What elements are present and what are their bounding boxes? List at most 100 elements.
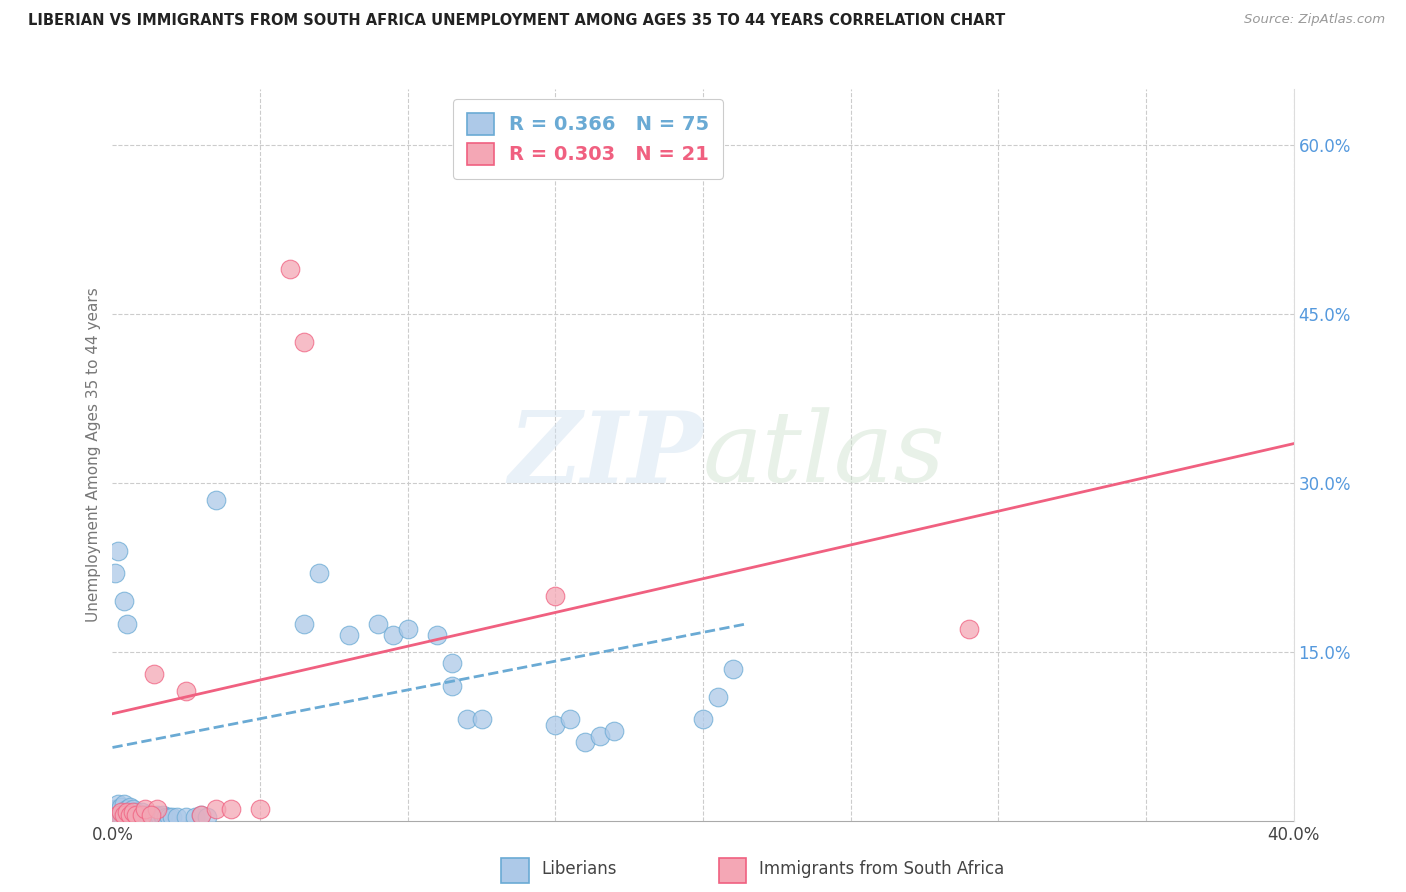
Point	[155, 810, 177, 824]
Point	[125, 805, 148, 819]
Text: Immigrants from South Africa: Immigrants from South Africa	[759, 860, 1004, 878]
Point	[117, 805, 138, 819]
Point	[136, 808, 159, 822]
Point	[166, 810, 188, 824]
Point	[107, 808, 129, 822]
Point	[110, 808, 132, 822]
Point	[190, 808, 212, 822]
Point	[441, 679, 464, 693]
Point	[470, 712, 494, 726]
Point	[110, 810, 132, 824]
Point	[157, 810, 180, 824]
Point	[107, 543, 129, 558]
Point	[122, 802, 145, 816]
Point	[104, 808, 127, 822]
Point	[706, 690, 728, 704]
Point	[122, 805, 145, 819]
Point	[160, 810, 183, 824]
Point	[120, 808, 142, 822]
Point	[110, 805, 132, 819]
Point	[131, 808, 153, 822]
Point	[112, 797, 135, 811]
Point	[603, 723, 626, 738]
Point	[128, 808, 150, 822]
Point	[574, 735, 596, 749]
Point	[146, 810, 169, 824]
Point	[104, 566, 127, 580]
Point	[112, 594, 135, 608]
Point	[117, 810, 138, 824]
Point	[112, 808, 135, 822]
Point	[134, 802, 156, 816]
Point	[382, 628, 405, 642]
Point	[957, 623, 980, 637]
Point	[110, 800, 132, 814]
Point	[174, 684, 197, 698]
Point	[249, 802, 271, 816]
Point	[149, 810, 172, 824]
Point	[190, 808, 212, 822]
Point	[544, 589, 567, 603]
Point	[139, 808, 162, 822]
Text: LIBERIAN VS IMMIGRANTS FROM SOUTH AFRICA UNEMPLOYMENT AMONG AGES 35 TO 44 YEARS : LIBERIAN VS IMMIGRANTS FROM SOUTH AFRICA…	[28, 13, 1005, 29]
Point	[112, 810, 135, 824]
Point	[456, 712, 478, 726]
Point	[205, 492, 228, 507]
Point	[441, 656, 464, 670]
Text: ZIP: ZIP	[508, 407, 703, 503]
Point	[396, 623, 419, 637]
Text: atlas: atlas	[703, 408, 946, 502]
Point	[278, 262, 301, 277]
Point	[107, 802, 129, 816]
Point	[117, 806, 138, 821]
Point	[112, 808, 135, 822]
Point	[107, 808, 129, 822]
Point	[142, 810, 165, 824]
Point	[136, 810, 159, 824]
Point	[131, 808, 153, 822]
Text: Liberians: Liberians	[541, 860, 617, 878]
Point	[134, 810, 156, 824]
Point	[122, 810, 145, 824]
Point	[146, 802, 169, 816]
Point	[128, 810, 150, 824]
Point	[104, 802, 127, 816]
Point	[146, 808, 169, 822]
Point	[122, 808, 145, 822]
Point	[120, 805, 142, 819]
Point	[367, 616, 389, 631]
Point	[131, 810, 153, 824]
Point	[292, 616, 315, 631]
Point	[152, 810, 174, 824]
Point	[117, 616, 138, 631]
Point	[195, 810, 218, 824]
Point	[134, 808, 156, 822]
Point	[120, 800, 142, 814]
Point	[110, 805, 132, 819]
Y-axis label: Unemployment Among Ages 35 to 44 years: Unemployment Among Ages 35 to 44 years	[86, 287, 101, 623]
Point	[112, 805, 135, 819]
Point	[125, 810, 148, 824]
Point	[292, 335, 315, 350]
Point	[558, 712, 582, 726]
Point	[107, 797, 129, 811]
Legend: R = 0.366   N = 75, R = 0.303   N = 21: R = 0.366 N = 75, R = 0.303 N = 21	[453, 99, 723, 178]
Point	[152, 808, 174, 822]
Point	[142, 667, 165, 681]
Text: Source: ZipAtlas.com: Source: ZipAtlas.com	[1244, 13, 1385, 27]
Point	[139, 810, 162, 824]
Point	[117, 802, 138, 816]
Point	[125, 808, 148, 822]
Point	[692, 712, 714, 726]
Point	[131, 805, 153, 819]
Point	[308, 566, 330, 580]
Point	[120, 810, 142, 824]
Point	[544, 718, 567, 732]
Point	[426, 628, 449, 642]
Point	[139, 808, 162, 822]
Point	[721, 662, 744, 676]
Point	[174, 810, 197, 824]
Point	[205, 802, 228, 816]
Point	[219, 802, 242, 816]
Point	[125, 808, 148, 822]
